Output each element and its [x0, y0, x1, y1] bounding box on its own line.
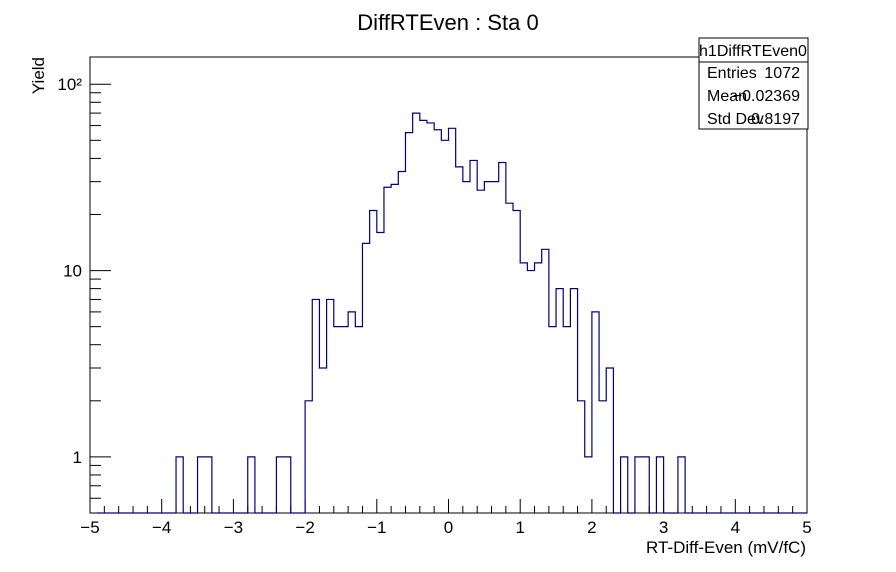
- histogram-bin: [198, 457, 205, 513]
- histogram-bin: [621, 457, 628, 513]
- x-tick-label: −1: [367, 518, 386, 537]
- histogram-bin: [377, 233, 384, 513]
- histogram-bin: [635, 457, 642, 513]
- histogram-bin: [441, 140, 448, 513]
- histogram-bin: [348, 312, 355, 513]
- histogram-bin: [606, 368, 613, 513]
- histogram-bin: [556, 289, 563, 513]
- y-tick-label: 10²: [57, 75, 82, 94]
- histogram-bin: [542, 249, 549, 513]
- y-axis-label: Yield: [29, 57, 48, 94]
- x-axis-label: RT-Diff-Even (mV/fC): [646, 538, 806, 557]
- x-tick-label: 5: [802, 518, 811, 537]
- chart-title: DiffRTEven : Sta 0: [357, 10, 538, 35]
- x-tick-label: 0: [444, 518, 453, 537]
- histogram-bin: [305, 401, 312, 513]
- histogram-bin: [527, 271, 534, 513]
- histogram-bin: [678, 457, 685, 513]
- histogram-bin: [319, 368, 326, 513]
- histogram-bin: [391, 184, 398, 513]
- histogram-bin: [477, 190, 484, 513]
- histogram-bin: [578, 401, 585, 513]
- histogram-bin: [205, 457, 212, 513]
- histogram-bin: [327, 299, 334, 513]
- histogram-bin: [248, 457, 255, 513]
- x-tick-label: −2: [295, 518, 314, 537]
- stats-stddev-label: Std Dev: [707, 111, 764, 128]
- y-tick-label: 1: [73, 448, 82, 467]
- stats-mean-label: Mean: [707, 88, 747, 105]
- x-tick-label: −4: [152, 518, 171, 537]
- stats-box-frame: [698, 37, 809, 130]
- histogram-bin: [405, 133, 412, 513]
- histogram-bin: [284, 457, 291, 513]
- histogram-bin: [585, 457, 592, 513]
- histogram-bin: [549, 327, 556, 513]
- histogram-bin: [513, 211, 520, 513]
- histogram-bin: [334, 327, 341, 513]
- histogram-bin: [570, 289, 577, 513]
- y-tick-label: 10: [63, 262, 82, 281]
- histogram-bin: [456, 167, 463, 513]
- histogram-bin: [427, 123, 434, 513]
- stats-box: h1DiffRTEven0 Entries 1072 Mean −0.02369…: [698, 37, 809, 130]
- histogram-bin: [563, 327, 570, 513]
- histogram-bin: [398, 172, 405, 513]
- histogram-bin: [592, 312, 599, 513]
- histogram-bin: [463, 182, 470, 513]
- histogram-bin: [413, 113, 420, 513]
- stats-box-title: h1DiffRTEven0: [699, 43, 807, 60]
- histogram-bin: [492, 182, 499, 513]
- histogram-bin: [312, 299, 319, 513]
- histogram-bin: [535, 263, 542, 513]
- x-tick-label: −5: [80, 518, 99, 537]
- x-tick-label: 3: [659, 518, 668, 537]
- x-tick-label: 1: [515, 518, 524, 537]
- histogram-bin: [499, 163, 506, 513]
- histogram-bin: [656, 457, 663, 513]
- histogram-bin: [484, 182, 491, 513]
- x-tick-label: 4: [731, 518, 740, 537]
- histogram-bin: [341, 327, 348, 513]
- x-tick-label: 2: [587, 518, 596, 537]
- stats-entries-value: 1072: [764, 65, 800, 82]
- histogram-bin: [384, 187, 391, 513]
- stats-mean-value: −0.02369: [733, 88, 800, 105]
- histogram-bin: [370, 211, 377, 513]
- histogram-bars: [97, 112, 807, 514]
- histogram-bin: [449, 128, 456, 513]
- histogram-bin: [434, 130, 441, 513]
- histogram-bin: [599, 401, 606, 513]
- x-tick-label: −3: [224, 518, 243, 537]
- stats-stddev-value: 0.8197: [751, 111, 800, 128]
- histogram-outline: [97, 112, 807, 514]
- histogram-bin: [520, 263, 527, 513]
- histogram-bin: [642, 457, 649, 513]
- histogram-bin: [176, 457, 183, 513]
- histogram-bin: [355, 327, 362, 513]
- histogram-bin: [506, 203, 513, 513]
- histogram-bin: [276, 457, 283, 513]
- histogram-bin: [362, 243, 369, 513]
- histogram-bin: [470, 160, 477, 513]
- histogram-bin: [420, 120, 427, 513]
- stats-entries-label: Entries: [707, 65, 757, 82]
